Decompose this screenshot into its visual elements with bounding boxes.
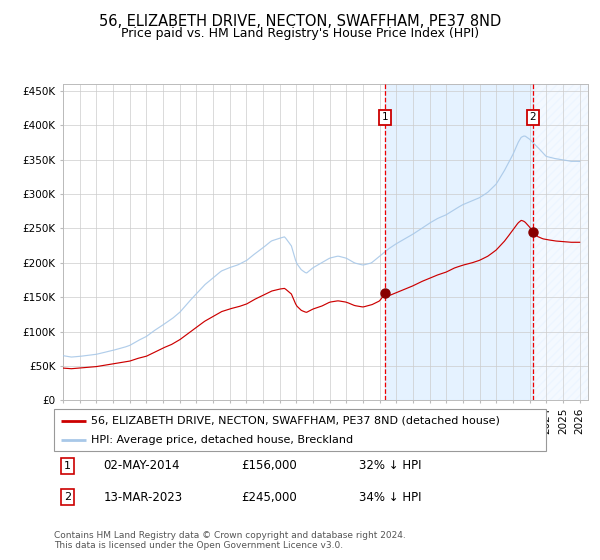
FancyBboxPatch shape — [54, 409, 546, 451]
Text: 32% ↓ HPI: 32% ↓ HPI — [359, 459, 422, 473]
Text: 02-MAY-2014: 02-MAY-2014 — [103, 459, 180, 473]
Text: HPI: Average price, detached house, Breckland: HPI: Average price, detached house, Brec… — [91, 435, 353, 445]
Bar — [385, 84, 533, 400]
Text: 2: 2 — [530, 112, 536, 122]
Text: 34% ↓ HPI: 34% ↓ HPI — [359, 491, 422, 504]
Text: 56, ELIZABETH DRIVE, NECTON, SWAFFHAM, PE37 8ND (detached house): 56, ELIZABETH DRIVE, NECTON, SWAFFHAM, P… — [91, 416, 500, 426]
Text: 56, ELIZABETH DRIVE, NECTON, SWAFFHAM, PE37 8ND: 56, ELIZABETH DRIVE, NECTON, SWAFFHAM, P… — [99, 14, 501, 29]
Text: £156,000: £156,000 — [241, 459, 297, 473]
Text: 13-MAR-2023: 13-MAR-2023 — [103, 491, 182, 504]
Text: 2: 2 — [64, 492, 71, 502]
Text: 1: 1 — [64, 461, 71, 471]
Text: 1: 1 — [382, 112, 388, 122]
Bar — [533, 84, 588, 400]
Text: Contains HM Land Registry data © Crown copyright and database right 2024.
This d: Contains HM Land Registry data © Crown c… — [54, 531, 406, 550]
Text: £245,000: £245,000 — [241, 491, 297, 504]
Text: Price paid vs. HM Land Registry's House Price Index (HPI): Price paid vs. HM Land Registry's House … — [121, 27, 479, 40]
